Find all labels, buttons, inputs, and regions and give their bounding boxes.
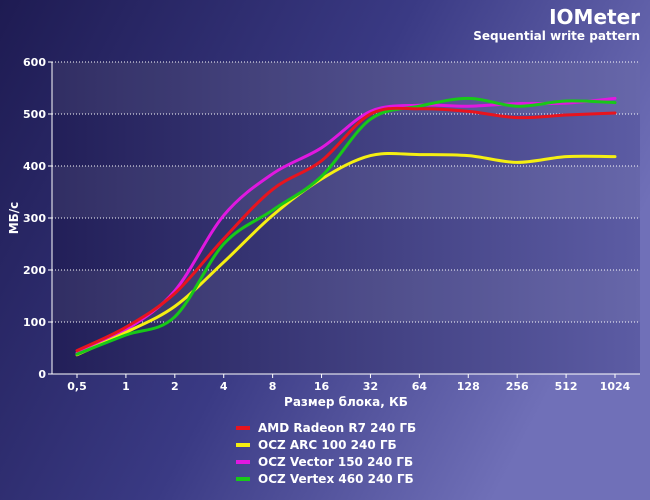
y-tick-label: 500: [23, 108, 46, 121]
legend: AMD Radeon R7 240 ГБ OCZ ARC 100 240 ГБ OC…: [236, 421, 416, 486]
series-line-ocz-vertex-460-240: [75, 96, 617, 356]
x-tick-label: 32: [363, 380, 378, 393]
legend-label: OCZ ARC 100 240 ГБ: [258, 438, 397, 452]
chart-title: IOMeter: [549, 5, 640, 29]
legend-label: AMD Radeon R7 240 ГБ: [258, 421, 416, 435]
x-tick-label: 256: [506, 380, 529, 393]
axes: [51, 62, 640, 378]
y-tick-label: 0: [38, 368, 46, 381]
x-tick-label: 16: [314, 380, 330, 393]
x-tick-label: 1024: [600, 380, 631, 393]
series-lines: [75, 96, 617, 357]
y-tick-labels: 0 100 200 300 400 500 600: [23, 56, 46, 381]
x-tick-label: 512: [555, 380, 578, 393]
legend-label: OCZ Vertex 460 240 ГБ: [258, 472, 414, 486]
x-tick-label: 64: [412, 380, 428, 393]
y-tick-label: 100: [23, 316, 46, 329]
y-axis-label: МБ/с: [7, 202, 21, 235]
grid-band: [52, 62, 640, 114]
grid-band: [52, 270, 640, 322]
x-tick-label: 4: [220, 380, 228, 393]
x-tick-label: 1: [122, 380, 130, 393]
grid-band: [52, 166, 640, 218]
series-line-ocz-arc-100-240: [75, 151, 617, 357]
series-line-ocz-vector-150-240: [75, 96, 617, 355]
x-tick-label: 2: [171, 380, 179, 393]
x-axis-label: Размер блока, КБ: [284, 395, 408, 409]
chart-subtitle: Sequential write pattern: [473, 29, 640, 43]
x-tick-label: 8: [269, 380, 277, 393]
legend-label: OCZ Vector 150 240 ГБ: [258, 455, 413, 469]
x-tick-label: 128: [457, 380, 480, 393]
y-tick-label: 400: [23, 160, 46, 173]
y-tick-label: 600: [23, 56, 46, 69]
x-tick-label: 0,5: [67, 380, 87, 393]
grid-bands: [52, 62, 640, 322]
y-tick-label: 200: [23, 264, 46, 277]
x-tick-labels: 0,5 1 2 4 8 16 32 64 128 256 512 1024: [67, 380, 630, 393]
series-line-amd-radeon-r7-240: [75, 106, 617, 353]
y-tick-label: 300: [23, 212, 46, 225]
